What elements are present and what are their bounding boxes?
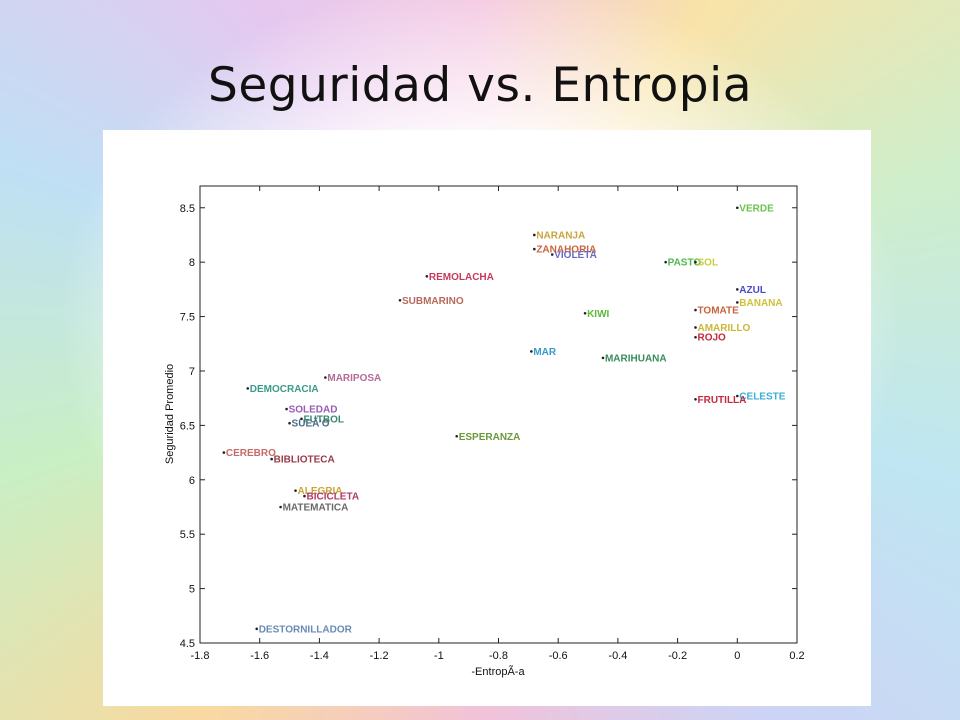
data-point-label: FUTBOL <box>303 414 344 425</box>
data-point-marker <box>285 407 288 411</box>
data-point-marker <box>270 457 273 461</box>
data-point-label: PASTO <box>668 258 702 269</box>
data-point-label: ALEGRIA <box>298 486 343 497</box>
data-point-marker <box>279 505 282 509</box>
data-point-marker <box>694 397 697 401</box>
data-point-label: SOLEDAD <box>289 405 338 416</box>
x-tick-label: -0.2 <box>668 650 687 662</box>
data-point-label: MAR <box>533 347 557 358</box>
data-point-label: VIOLETA <box>554 250 597 261</box>
data-point-label: MARIHUANA <box>605 353 667 364</box>
y-tick-label: 5.5 <box>180 529 195 541</box>
data-point-marker <box>736 206 739 210</box>
y-tick-label: 5 <box>189 584 195 596</box>
data-point-label: BIBLIOTECA <box>274 455 335 466</box>
data-point-label: CELESTE <box>739 392 785 403</box>
data-point-marker <box>694 326 697 329</box>
data-point-marker <box>550 253 554 256</box>
data-point-label: SUEÃ'O <box>292 417 330 430</box>
y-tick-label: 6.5 <box>180 420 195 432</box>
data-point-label: MATEMATICA <box>283 502 349 513</box>
data-point-marker <box>694 308 697 312</box>
data-point-marker <box>583 312 587 315</box>
data-point-label: SUBMARINO <box>402 296 464 307</box>
x-tick-label: -0.4 <box>608 650 627 662</box>
data-point-marker <box>601 356 605 360</box>
data-point-label: DEMOCRACIA <box>250 384 319 395</box>
y-tick-label: 4.5 <box>180 638 195 650</box>
data-point-marker <box>398 298 402 302</box>
data-point-marker <box>222 451 226 454</box>
data-point-label: FRUTILLA <box>698 395 747 406</box>
data-point-marker <box>530 350 533 353</box>
x-tick-label: -1.6 <box>250 650 269 662</box>
y-tick-label: 8 <box>189 257 195 269</box>
y-tick-label: 7 <box>189 366 195 378</box>
data-point-marker <box>533 233 536 237</box>
data-point-label: ZANAHORIA <box>536 245 596 256</box>
slide-title: Seguridad vs. Entropia <box>208 58 752 113</box>
plot-panel: -1.8 -1.6 -1.4 -1.2 -1 -0.8 -0.6 -0.4 -0.2 0 0.2 4… <box>103 130 871 706</box>
scatter-chart: -1.8 -1.6 -1.4 -1.2 -1 -0.8 -0.6 -0.4 -0.2 0 0.2 4… <box>164 185 805 678</box>
data-point-marker <box>303 494 306 498</box>
data-point-label: REMOLACHA <box>429 272 494 283</box>
data-point-marker <box>300 417 303 421</box>
data-point-label: ROJO <box>698 333 727 344</box>
x-tick-label: 0.2 <box>789 650 804 662</box>
data-point-marker <box>246 387 250 390</box>
data-point-label: KIWI <box>587 309 609 320</box>
data-point-label: CEREBRO <box>226 448 276 459</box>
data-point-label: BICICLETA <box>306 492 359 503</box>
y-axis-label: Seguridad Promedio <box>164 364 176 464</box>
data-point-marker <box>324 376 327 379</box>
data-point-marker <box>255 627 259 631</box>
data-point-label: DESTORNILLADOR <box>259 624 353 635</box>
y-tick-label: 8.5 <box>180 203 195 215</box>
y-axis-ticks: 4.5 5 5.5 6 6.5 7 7.5 8 8.5 <box>180 203 797 650</box>
x-tick-label: 0 <box>734 650 740 662</box>
x-tick-label: -1.8 <box>191 650 210 662</box>
data-point-marker <box>664 260 667 264</box>
data-point-label: SOL <box>698 258 719 269</box>
data-point-label: TOMATE <box>698 306 740 317</box>
data-point-label: MARIPOSA <box>327 373 381 384</box>
data-point-marker <box>455 434 459 438</box>
y-tick-label: 6 <box>189 475 195 487</box>
data-point-label: BANANA <box>739 298 782 309</box>
data-point-marker <box>694 335 697 339</box>
data-point-label: VERDE <box>739 203 774 214</box>
data-point-marker <box>736 394 739 398</box>
x-tick-label: -1.4 <box>310 650 329 662</box>
data-point-marker <box>736 288 739 291</box>
data-point-label: AMARILLO <box>698 323 751 334</box>
data-point-marker <box>294 489 297 492</box>
data-point-marker <box>533 247 536 251</box>
data-point-marker <box>694 260 697 264</box>
plot-area <box>199 185 798 644</box>
x-axis-label: -EntropÃ-a <box>471 665 525 678</box>
data-point-marker <box>288 421 291 425</box>
x-tick-label: -0.6 <box>549 650 568 662</box>
data-point-label: NARANJA <box>536 230 585 241</box>
x-tick-label: -0.8 <box>489 650 508 662</box>
data-point-label: AZUL <box>739 285 766 296</box>
y-tick-label: 7.5 <box>180 312 195 324</box>
x-tick-label: -1 <box>434 650 444 662</box>
data-point-label: ESPERANZA <box>459 432 521 443</box>
x-axis-ticks: -1.8 -1.6 -1.4 -1.2 -1 -0.8 -0.6 -0.4 -0.2 0 0.2 <box>191 186 805 662</box>
data-point-marker <box>425 275 429 278</box>
x-tick-label: -1.2 <box>370 650 389 662</box>
data-point-marker <box>736 301 739 304</box>
